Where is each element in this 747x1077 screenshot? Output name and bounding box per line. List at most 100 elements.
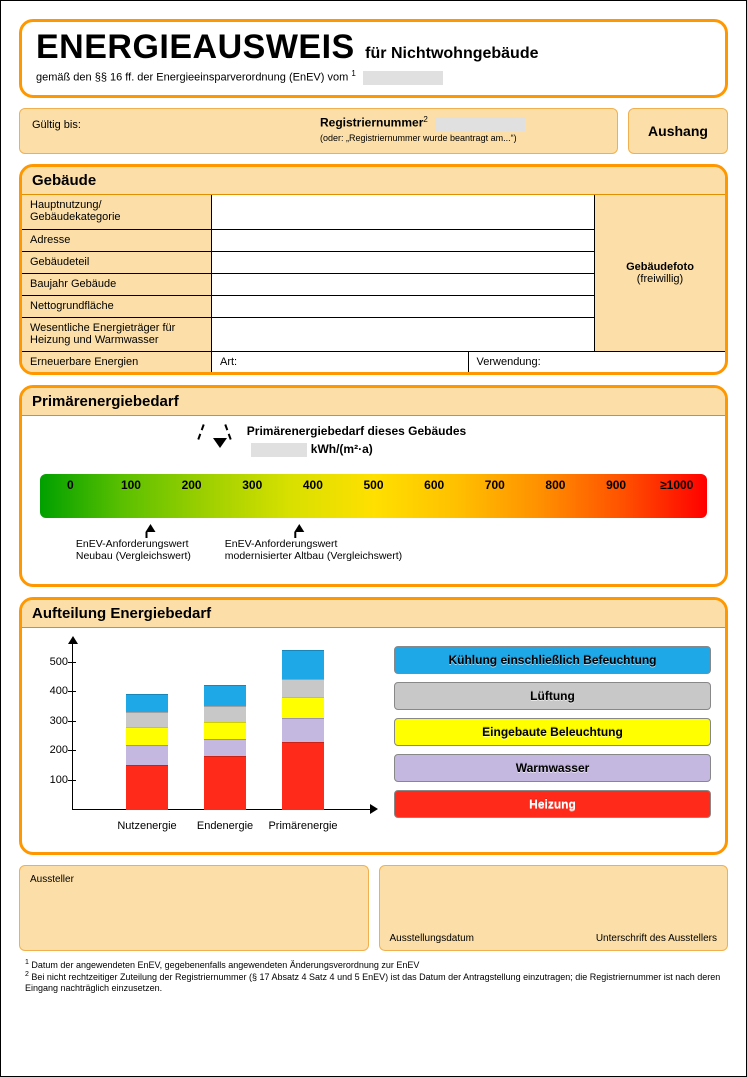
y-tick-label: 500: [36, 656, 68, 668]
y-tick-label: 400: [36, 685, 68, 697]
bar-segment-heizung: [204, 756, 246, 809]
legend-item: Kühlung einschließlich Befeuchtung: [394, 646, 711, 674]
pointer-arrow-icon: [213, 438, 227, 448]
legend: Kühlung einschließlich Befeuchtung Lüftun…: [394, 638, 711, 838]
erneuerbare-art[interactable]: Art:: [212, 351, 469, 372]
scale-tick: 100: [101, 474, 162, 518]
valid-box: Gültig bis: Registriernummer2 (oder: „Re…: [19, 108, 618, 154]
pointer-dash-left: [200, 424, 202, 440]
primaer-panel: Primärenergiebedarf Primärenergiebedarf …: [19, 385, 728, 587]
y-tick-label: 200: [36, 744, 68, 756]
photo-line1: Gebäudefoto: [626, 261, 694, 273]
scale-tick: 700: [464, 474, 525, 518]
gebaeude-value[interactable]: [212, 273, 595, 295]
gebaeude-photo[interactable]: Gebäudefoto (freiwillig): [595, 195, 725, 351]
gebaeude-label: Baujahr Gebäude: [22, 273, 212, 295]
scale-tick: 400: [283, 474, 344, 518]
title-line2-sup: 1: [351, 69, 355, 78]
scale-tick: 900: [586, 474, 647, 518]
scale-tick: 200: [161, 474, 222, 518]
bar-segment-heizung: [282, 742, 324, 810]
x-axis-arrow-icon: [370, 804, 378, 814]
bar-segment-kuehlung: [282, 650, 324, 680]
legend-item: Eingebaute Beleuchtung: [394, 718, 711, 746]
footnotes: 1 Datum der angewendeten EnEV, gegebenen…: [19, 957, 728, 997]
gebaeude-label: Wesentliche Energieträger für Heizung un…: [22, 317, 212, 351]
photo-line2: (freiwillig): [637, 273, 683, 285]
annotation-altbau: EnEV-Anforderungswertmodernisierter Altb…: [225, 524, 402, 562]
reg-wrap: Registriernummer2 (oder: „Registriernumm…: [320, 115, 525, 143]
aufteilung-chart: 100200300400500NutzenergieEndenergiePrim…: [36, 638, 376, 838]
gebaeude-value[interactable]: [212, 229, 595, 251]
reg-note: (oder: „Registriernummer wurde beantragt…: [320, 133, 525, 143]
primaer-value-field[interactable]: [251, 443, 307, 457]
enev-date-field[interactable]: [363, 71, 443, 85]
scale-tick: ≥1000: [646, 474, 707, 518]
header-row2: Gültig bis: Registriernummer2 (oder: „Re…: [19, 108, 728, 154]
y-tick-label: 300: [36, 715, 68, 727]
datum-unterschrift-box[interactable]: Ausstellungsdatum Unterschrift des Ausst…: [379, 865, 729, 951]
reg-number-field[interactable]: [435, 117, 525, 131]
erneuerbare-label: Erneuerbare Energien: [22, 351, 212, 372]
legend-item: Lüftung: [394, 682, 711, 710]
scale-wrap: 0100200300400500600700800900≥1000: [40, 474, 707, 518]
y-tick-mark: [68, 691, 76, 692]
bar-segment-warmwasser: [126, 745, 168, 766]
bar-group: [204, 685, 246, 809]
bar-segment-warmwasser: [282, 718, 324, 742]
gebaeude-value[interactable]: [212, 295, 595, 317]
bar-category-label: Nutzenergie: [102, 820, 192, 832]
scale-tick: 600: [404, 474, 465, 518]
y-tick-mark: [68, 750, 76, 751]
reg-label: Registriernummer: [320, 115, 423, 129]
y-tick-mark: [68, 721, 76, 722]
aufteilung-body: 100200300400500NutzenergieEndenergiePrim…: [22, 628, 725, 852]
aushang-box: Aushang: [628, 108, 728, 154]
bar-segment-beleuchtung: [126, 727, 168, 745]
unterschrift-label: Unterschrift des Ausstellers: [596, 933, 717, 944]
bar-segment-beleuchtung: [282, 697, 324, 718]
bar-category-label: Primärenergie: [258, 820, 348, 832]
bar-segment-kuehlung: [204, 685, 246, 706]
primaer-header: Primärenergiebedarf: [22, 388, 725, 416]
arrow-up-icon: [146, 524, 156, 532]
gebaeude-value[interactable]: [212, 251, 595, 273]
footer-row: Aussteller Ausstellungsdatum Unterschrif…: [19, 865, 728, 951]
datum-label: Ausstellungsdatum: [390, 933, 475, 944]
primaer-pointer-block: Primärenergiebedarf dieses GebäudeskWh/(…: [40, 424, 707, 468]
gebaeude-value[interactable]: [212, 195, 595, 229]
erneuerbare-verwendung[interactable]: Verwendung:: [469, 351, 726, 372]
aushang-label: Aushang: [648, 123, 708, 139]
reg-sup: 2: [423, 115, 427, 124]
bar-segment-lueftung: [126, 712, 168, 727]
bar-segment-lueftung: [282, 679, 324, 697]
valid-label: Gültig bis:: [32, 119, 81, 131]
aussteller-box[interactable]: Aussteller: [19, 865, 369, 951]
bar-segment-warmwasser: [204, 739, 246, 757]
gebaeude-header: Gebäude: [22, 167, 725, 195]
y-axis-arrow-icon: [68, 636, 78, 644]
aufteilung-header: Aufteilung Energiebedarf: [22, 600, 725, 628]
legend-item: Warmwasser: [394, 754, 711, 782]
legend-item: Heizung: [394, 790, 711, 818]
bar-segment-beleuchtung: [204, 722, 246, 738]
scale-ticks: 0100200300400500600700800900≥1000: [40, 474, 707, 518]
title-panel: ENERGIEAUSWEIS für Nichtwohngebäude gemä…: [19, 19, 728, 98]
bar-group: [126, 694, 168, 810]
scale-bar: 0100200300400500600700800900≥1000: [40, 474, 707, 518]
y-tick-label: 100: [36, 774, 68, 786]
footnote-1: Datum der angewendeten EnEV, gegebenenfa…: [31, 960, 419, 970]
gebaeude-label: Adresse: [22, 229, 212, 251]
gebaeude-panel: Gebäude Hauptnutzung/GebäudekategorieAdr…: [19, 164, 728, 375]
scale-tick: 500: [343, 474, 404, 518]
arrow-up-icon: [295, 524, 305, 532]
title-sub: für Nichtwohngebäude: [365, 45, 538, 62]
bar-segment-kuehlung: [126, 694, 168, 712]
scale-annotations: EnEV-AnforderungswertNeubau (Vergleichsw…: [40, 524, 707, 570]
gebaeude-value[interactable]: [212, 317, 595, 351]
y-tick-mark: [68, 662, 76, 663]
aussteller-label: Aussteller: [30, 874, 74, 885]
primaer-body: Primärenergiebedarf dieses GebäudeskWh/(…: [22, 416, 725, 584]
bar-group: [282, 650, 324, 810]
gebaeude-row-erneuerbare: Erneuerbare Energien Art: Verwendung:: [22, 351, 725, 372]
